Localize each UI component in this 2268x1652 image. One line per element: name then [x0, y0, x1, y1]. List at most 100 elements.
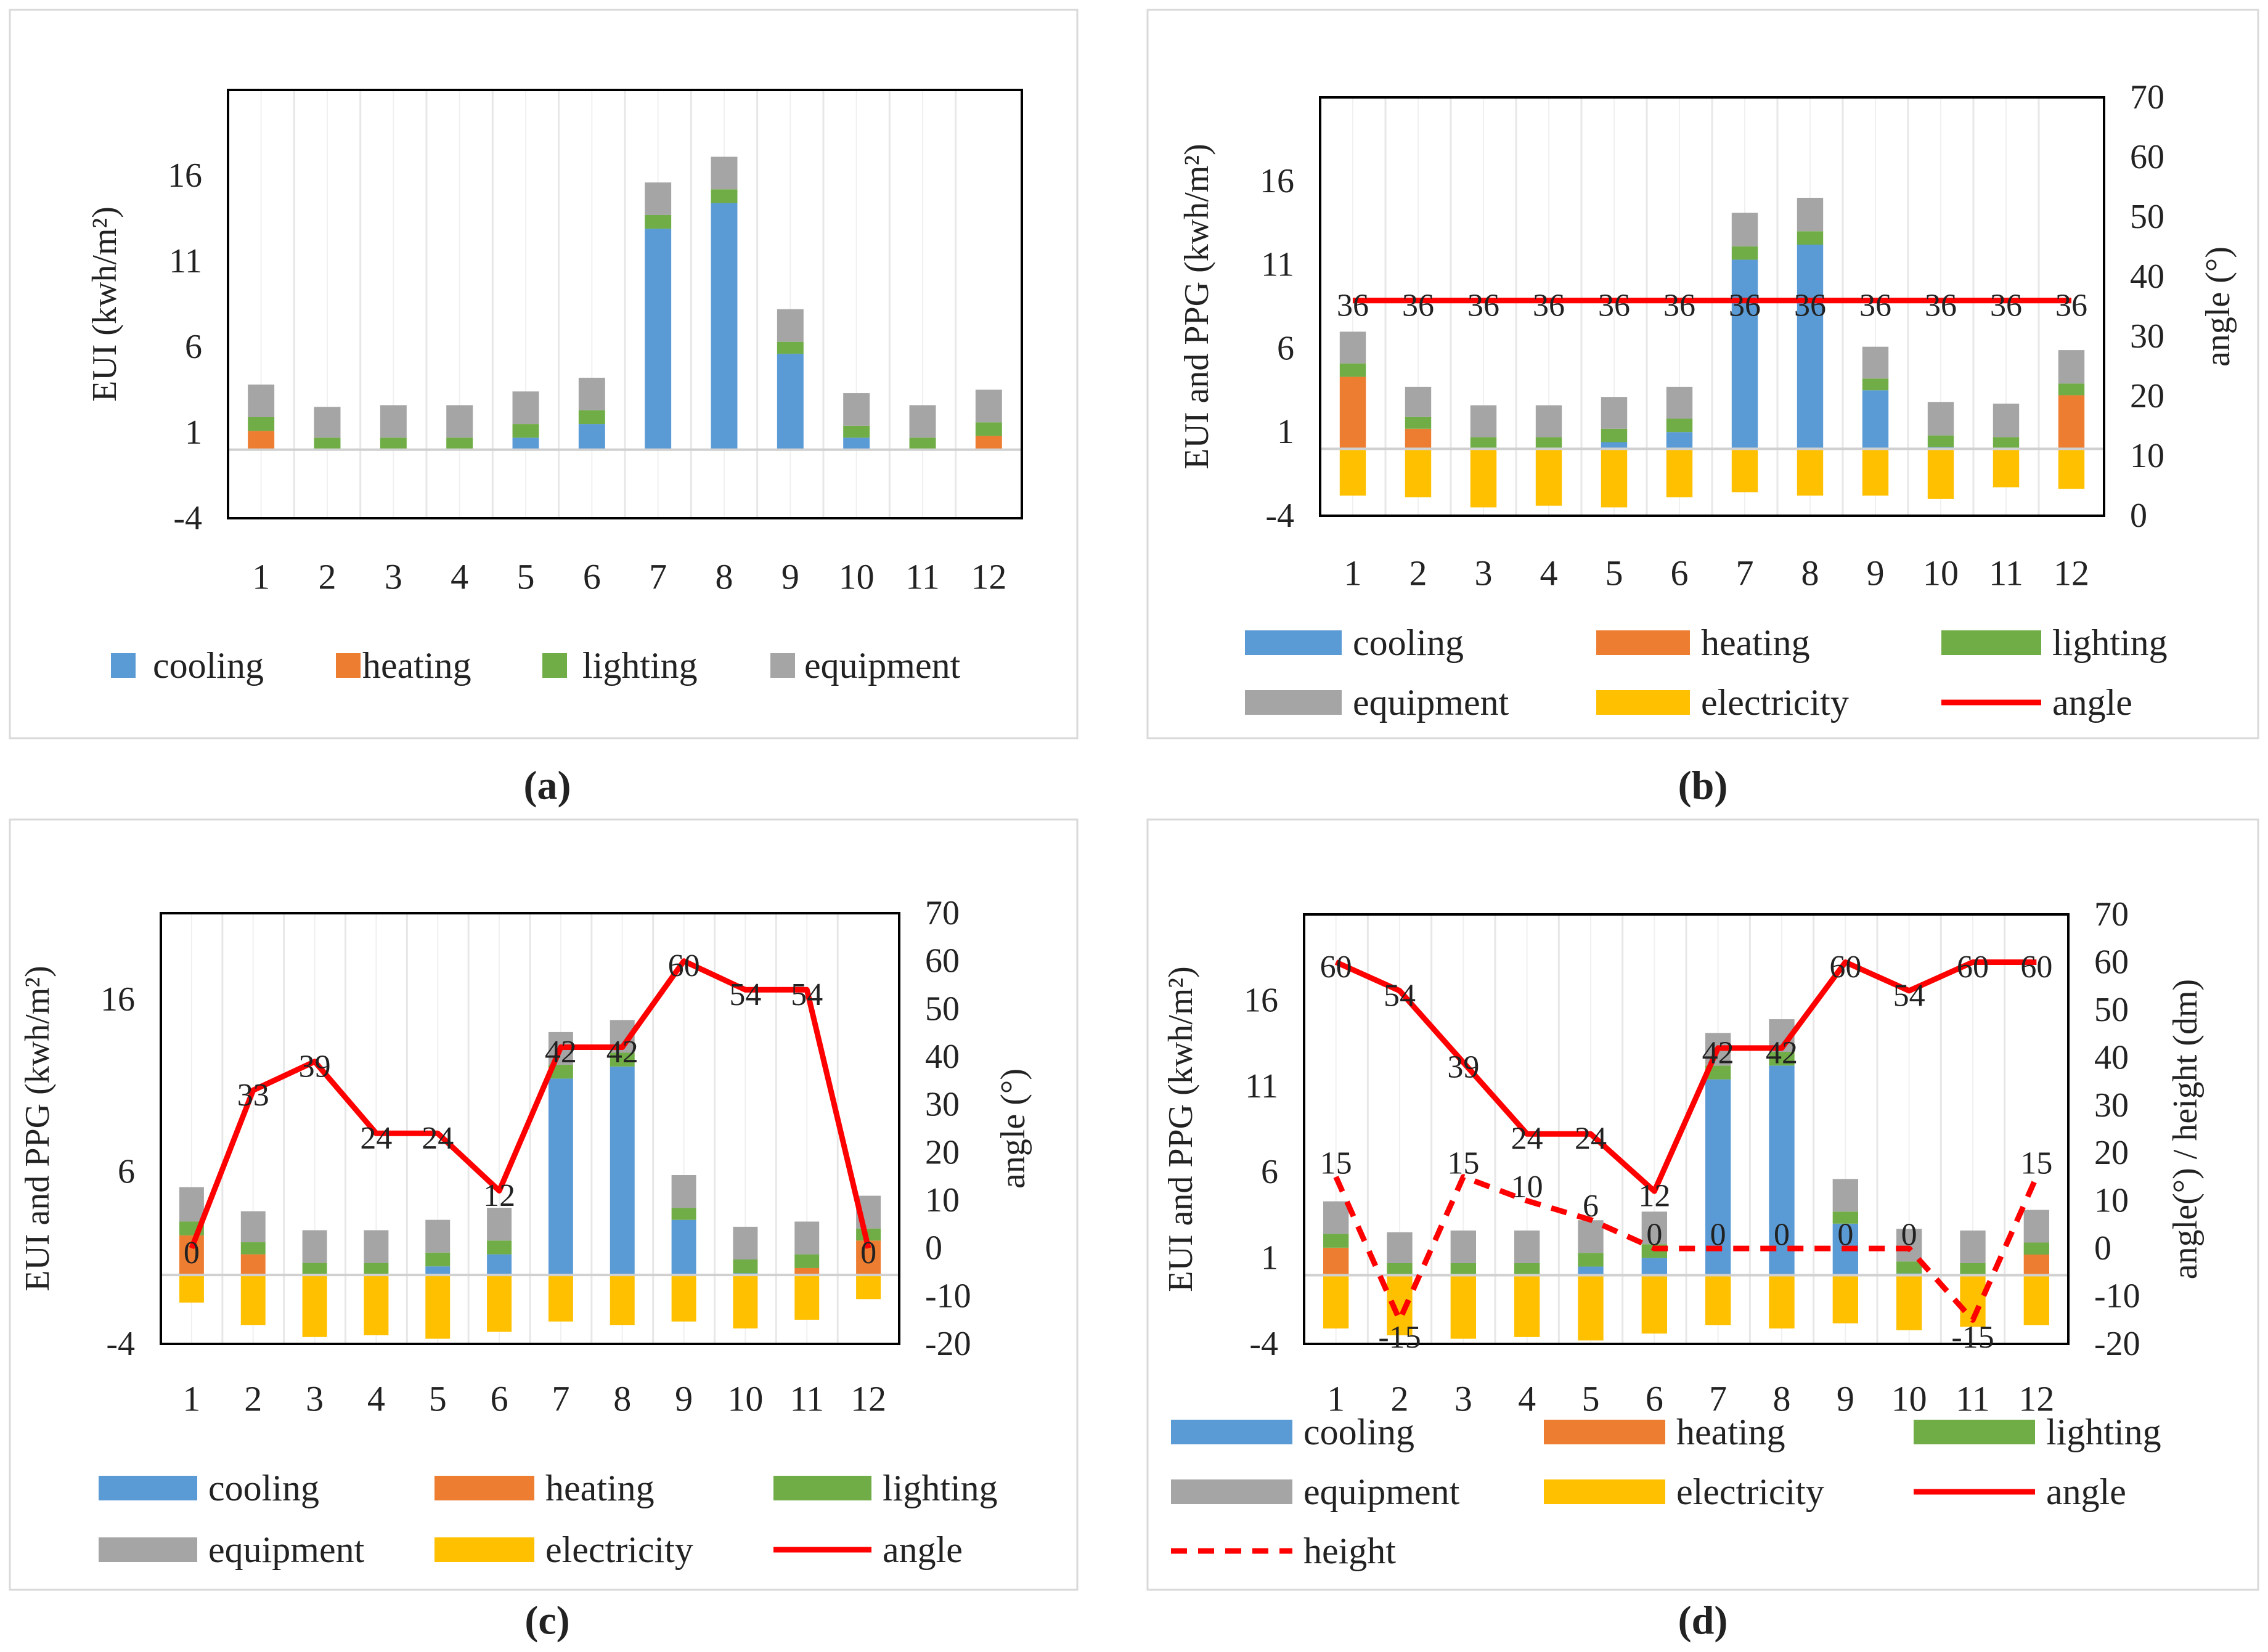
- bar-electricity: [2058, 449, 2085, 489]
- x-tick-label: 11: [905, 557, 940, 597]
- x-tick-label: 12: [971, 557, 1006, 597]
- legend-swatch-lighting: [542, 653, 567, 678]
- x-tick-label: 5: [1582, 1379, 1600, 1419]
- bar-cooling: [1641, 1258, 1667, 1276]
- bar-lighting: [645, 214, 672, 229]
- caption: (c): [524, 1598, 569, 1643]
- bar-lighting: [240, 1242, 266, 1255]
- y2-tick-label: 30: [2094, 1086, 2129, 1125]
- bar-equipment: [1535, 405, 1562, 437]
- bar-lighting: [302, 1263, 327, 1276]
- x-tick-label: 6: [1671, 553, 1689, 593]
- legend-label-heating: heating: [1701, 622, 1810, 663]
- data-label-angle: 54: [791, 977, 823, 1012]
- bar-equipment: [240, 1211, 266, 1243]
- bar-lighting: [1405, 417, 1432, 429]
- y2-tick-label: 20: [2130, 377, 2164, 415]
- data-label-height: 0: [1901, 1218, 1917, 1253]
- bar-lighting: [314, 437, 341, 450]
- bar-equipment: [314, 407, 341, 438]
- bar-cooling: [1731, 259, 1758, 449]
- bar-cooling: [777, 354, 804, 450]
- legend-label-lighting: lighting: [2052, 622, 2168, 663]
- bar-electricity: [671, 1275, 696, 1322]
- bar-equipment: [1387, 1232, 1413, 1263]
- bar-equipment: [1731, 213, 1758, 246]
- data-label-angle: 12: [483, 1178, 515, 1213]
- caption: (d): [1678, 1598, 1728, 1643]
- y2-tick-label: 60: [925, 942, 960, 980]
- legend-swatch-heating: [1596, 630, 1690, 655]
- data-label-height: -15: [1378, 1320, 1421, 1355]
- x-tick-label: 7: [1709, 1379, 1727, 1419]
- bar-cooling: [548, 1078, 573, 1276]
- x-tick-label: 10: [727, 1379, 763, 1419]
- bar-cooling: [1769, 1065, 1795, 1276]
- x-tick-label: 11: [1956, 1379, 1990, 1419]
- bar-electricity: [1514, 1275, 1540, 1337]
- y2-tick-label: 0: [925, 1229, 942, 1267]
- legend-label-angle: angle: [2052, 682, 2132, 723]
- data-label-angle: 36: [1729, 288, 1761, 323]
- bar-lighting: [1731, 246, 1758, 260]
- x-tick-label: 8: [613, 1379, 631, 1419]
- data-label-angle: 36: [1990, 288, 2022, 323]
- y2-tick-label: -10: [925, 1277, 971, 1315]
- x-tick-label: 11: [1989, 553, 2023, 593]
- bar-lighting: [1832, 1211, 1858, 1224]
- legend-label-heating: heating: [1676, 1412, 1785, 1452]
- legend-swatch-equipment: [1171, 1479, 1292, 1504]
- legend-swatch-equipment: [99, 1537, 197, 1562]
- y2-axis-title: angle (°): [2199, 246, 2237, 367]
- y2-tick-label: 40: [2094, 1038, 2129, 1076]
- bar-lighting: [1578, 1253, 1604, 1267]
- y-tick-label: 1: [185, 413, 202, 452]
- bar-electricity: [1450, 1275, 1476, 1339]
- x-tick-label: 8: [1801, 553, 1819, 593]
- bar-electricity: [240, 1275, 266, 1325]
- bar-lighting: [2023, 1242, 2049, 1255]
- legend-swatch-equipment: [1245, 690, 1342, 715]
- bar-cooling: [1578, 1266, 1604, 1276]
- bar-equipment: [380, 405, 407, 438]
- data-label-angle: 36: [2055, 288, 2087, 323]
- bar-equipment: [1666, 386, 1693, 419]
- y2-tick-label: 70: [2130, 78, 2164, 116]
- x-tick-label: 5: [517, 557, 535, 597]
- bar-lighting: [1862, 378, 1889, 391]
- x-tick-label: 2: [244, 1379, 262, 1419]
- data-label-angle: 36: [1337, 288, 1369, 323]
- bar-equipment: [645, 182, 672, 215]
- data-label-angle: 54: [729, 977, 761, 1012]
- y2-tick-label: -10: [2094, 1277, 2140, 1316]
- bar-equipment: [1832, 1179, 1858, 1212]
- x-tick-label: 2: [319, 557, 337, 597]
- bar-equipment: [512, 391, 539, 425]
- bar-electricity: [1666, 449, 1693, 498]
- bar-equipment: [1405, 386, 1432, 417]
- bar-equipment: [1339, 332, 1366, 364]
- bar-electricity: [1578, 1275, 1604, 1341]
- y2-tick-label: 60: [2094, 943, 2129, 981]
- data-label-height: 15: [1320, 1145, 1352, 1181]
- x-tick-label: 9: [1867, 553, 1885, 593]
- bar-electricity: [1769, 1275, 1795, 1329]
- bar-lighting: [711, 189, 738, 203]
- bar-cooling: [512, 437, 539, 450]
- data-label-height: 0: [1774, 1218, 1790, 1253]
- x-tick-label: 10: [1923, 553, 1959, 593]
- bar-equipment: [777, 309, 804, 342]
- data-label-angle: 39: [299, 1049, 331, 1084]
- y2-tick-label: 10: [2094, 1182, 2129, 1220]
- bar-cooling: [487, 1254, 512, 1276]
- y-tick-label: 16: [1244, 981, 1278, 1019]
- bar-electricity: [1339, 449, 1366, 496]
- y-axis-title: EUI and PPG (kwh/m²): [18, 966, 57, 1292]
- data-label-height: 6: [1583, 1189, 1599, 1224]
- legend-swatch-cooling: [111, 653, 136, 678]
- x-tick-label: 5: [429, 1379, 447, 1419]
- bar-electricity: [364, 1275, 389, 1336]
- y2-tick-label: -20: [925, 1325, 971, 1363]
- data-label-angle: 36: [1794, 288, 1826, 323]
- data-label-angle: 36: [1533, 288, 1565, 323]
